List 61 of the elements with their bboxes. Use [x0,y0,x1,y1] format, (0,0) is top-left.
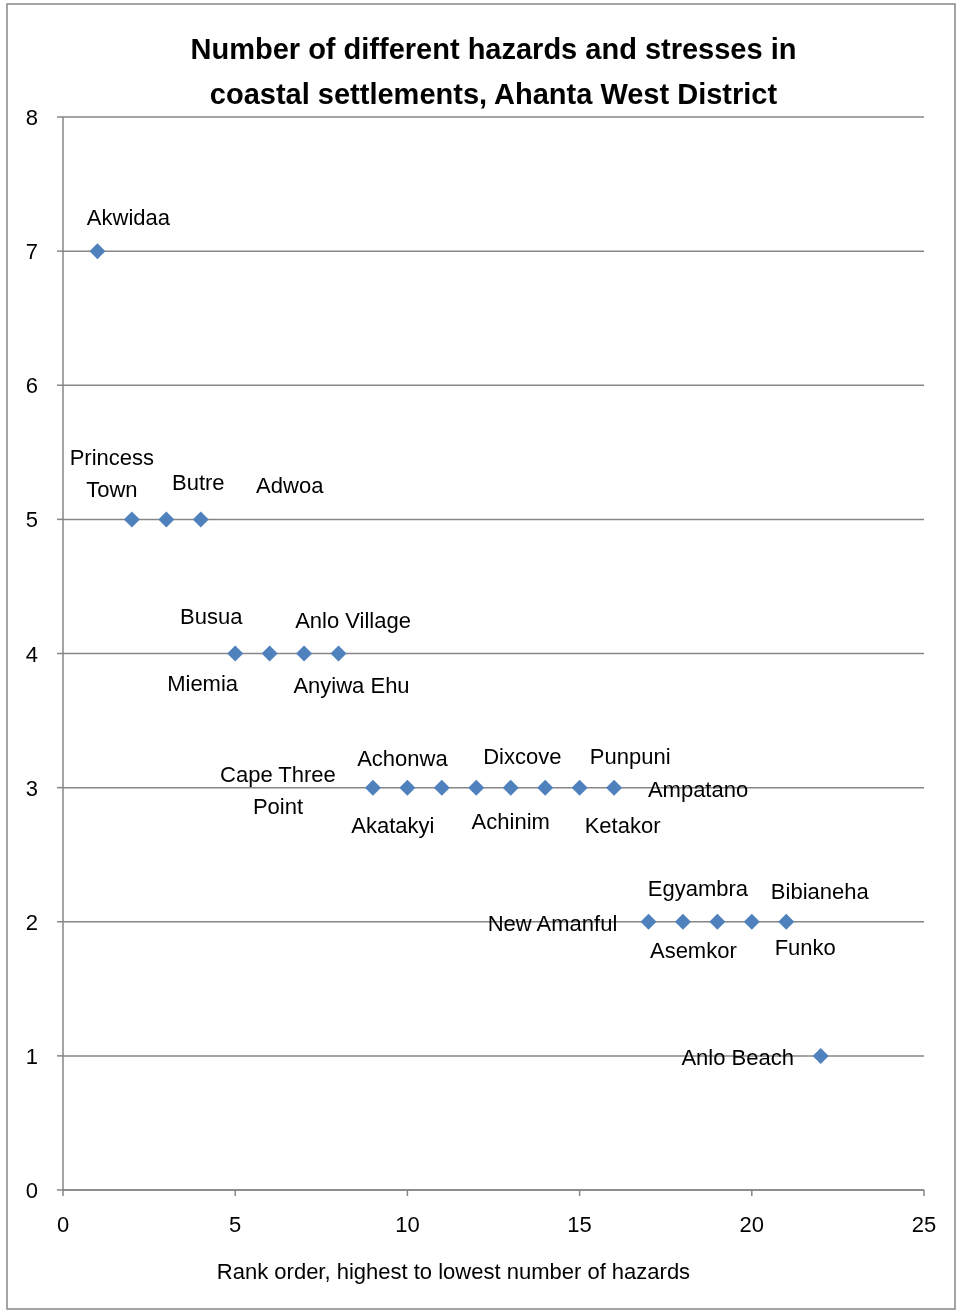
x-tick-label: 10 [395,1212,420,1237]
annotation: Ampatano [647,776,749,802]
x-tick-label: 20 [739,1212,765,1237]
y-tick-label: 7 [25,239,38,265]
annotation: Cape Three Point [220,761,336,819]
point [330,645,347,662]
x-tick-label: 15 [567,1212,592,1237]
annotation: Miemia [167,670,239,696]
point [433,779,450,796]
annotation: Princess Town [69,445,155,503]
annotation: Achonwa [357,745,449,771]
y-tick-label: 0 [25,1178,38,1203]
point [571,779,588,796]
annotation: Anlo Village [295,607,411,633]
x-tick-label: 25 [911,1212,937,1237]
y-tick-label: 3 [25,775,38,801]
point [468,779,485,796]
point [606,779,623,796]
point [261,645,278,662]
point [296,645,313,662]
point [674,913,691,930]
point [192,511,209,528]
x-tick-label: 0 [56,1212,70,1237]
annotation: Adwoa [256,473,325,499]
annotation: Asemkor [649,937,737,963]
annotation: Ketakor [584,812,661,838]
point [812,1047,829,1064]
y-tick-label: 8 [25,105,38,130]
annotation: Anyiwa Ehu [293,672,410,698]
annotation: Dixcove [483,743,562,769]
annotation: Anlo Beach [681,1044,794,1070]
x-tick-label: 5 [229,1212,242,1237]
point [158,511,175,528]
annotation: Akatakyi [351,812,435,838]
point [227,645,244,662]
point [89,243,106,260]
point [640,913,657,930]
point [537,779,554,796]
y-tick-label: 1 [25,1043,38,1069]
annotation: Bibianeha [770,878,870,904]
y-tick-label: 6 [25,373,38,399]
chart-title: Number of different hazards and stresses in coastal settlements, Ahanta West District [190,33,797,110]
point [399,779,416,796]
annotation: Funko [774,934,836,960]
point [502,779,519,796]
annotation: New Amanful [487,910,618,936]
annotation: Egyambra [647,875,749,901]
annotation: Punpuni [589,743,671,769]
point [123,511,140,528]
point [364,779,381,796]
y-tick-label: 2 [25,909,38,935]
annotation: Butre [172,470,225,496]
x-axis-title: Rank order, highest to lowest number of hazards [216,1259,691,1284]
annotation: Busua [180,603,244,629]
y-tick-label: 5 [25,507,38,533]
annotation: Achinim [471,808,550,834]
annotation: Akwidaa [86,205,171,231]
y-tick-label: 4 [25,641,38,667]
point [709,913,726,930]
point [743,913,760,930]
point [778,913,795,930]
